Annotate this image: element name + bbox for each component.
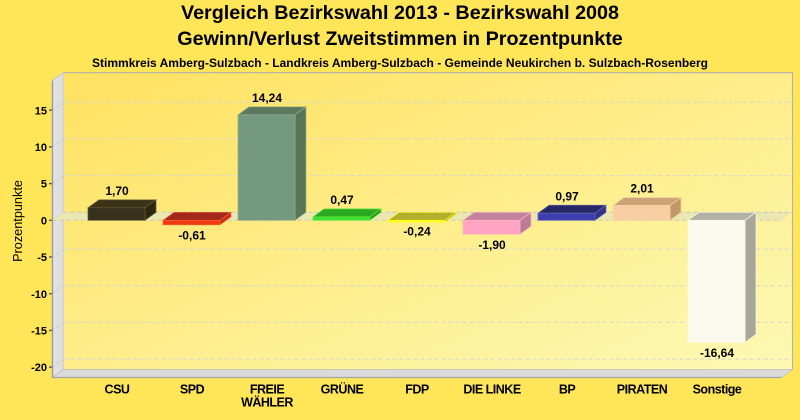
svg-text:SPD: SPD (180, 383, 205, 397)
svg-text:5: 5 (41, 179, 47, 191)
svg-text:PIRATEN: PIRATEN (617, 383, 668, 397)
svg-text:FREIE: FREIE (250, 383, 284, 397)
svg-text:CSU: CSU (105, 383, 130, 397)
svg-text:FDP: FDP (405, 383, 429, 397)
svg-text:DIE LINKE: DIE LINKE (463, 383, 520, 397)
svg-text:0,47: 0,47 (330, 193, 354, 207)
svg-text:2,01: 2,01 (630, 182, 654, 196)
svg-text:-5: -5 (37, 252, 47, 264)
svg-text:-15: -15 (31, 326, 47, 338)
svg-text:0,97: 0,97 (555, 189, 579, 203)
svg-text:-20: -20 (31, 362, 47, 374)
svg-text:14,24: 14,24 (252, 91, 282, 105)
svg-text:-16,64: -16,64 (700, 346, 734, 360)
svg-text:BP: BP (559, 383, 576, 397)
svg-text:Sonstige: Sonstige (693, 383, 742, 397)
svg-text:GRÜNE: GRÜNE (321, 382, 364, 397)
svg-text:1,70: 1,70 (105, 184, 129, 198)
svg-text:0: 0 (41, 215, 47, 227)
svg-text:15: 15 (35, 105, 47, 117)
svg-text:-1,90: -1,90 (478, 238, 506, 252)
svg-text:WÄHLER: WÄHLER (241, 395, 293, 410)
svg-text:Prozentpunkte: Prozentpunkte (11, 180, 25, 262)
svg-text:-10: -10 (31, 289, 47, 301)
svg-text:-0,61: -0,61 (178, 228, 206, 242)
svg-text:10: 10 (35, 142, 47, 154)
svg-text:-0,24: -0,24 (403, 225, 431, 239)
